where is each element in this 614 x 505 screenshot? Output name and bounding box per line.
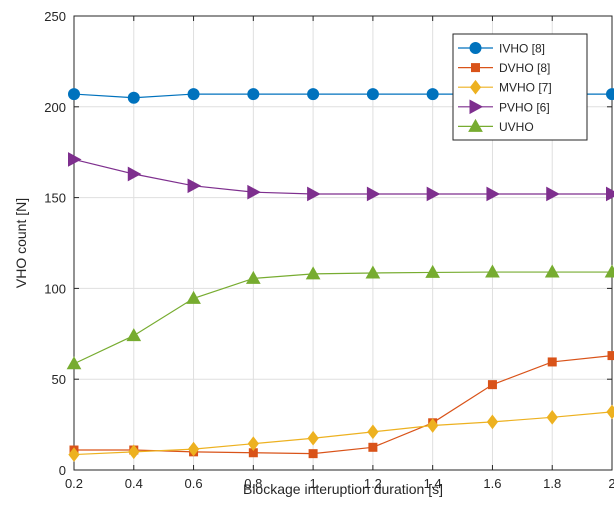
data-point (608, 352, 614, 360)
legend-entry: PVHO [6] (458, 100, 550, 114)
legend-marker (472, 64, 480, 72)
data-point (427, 89, 438, 100)
data-point (607, 89, 614, 100)
data-point (367, 89, 378, 100)
legend-label: DVHO [8] (499, 61, 550, 75)
y-tick-label: 100 (44, 281, 66, 296)
y-tick-label: 0 (59, 463, 66, 478)
data-point (369, 443, 377, 451)
x-tick-label: 1.8 (543, 476, 561, 491)
y-tick-label: 50 (52, 372, 66, 387)
data-point (308, 89, 319, 100)
data-point (548, 358, 556, 366)
data-point (309, 450, 317, 458)
x-tick-label: 2 (608, 476, 614, 491)
y-tick-label: 150 (44, 191, 66, 206)
y-axis-label: VHO count [N] (13, 198, 29, 288)
data-point (69, 89, 80, 100)
x-tick-label: 0.4 (125, 476, 143, 491)
data-point (188, 89, 199, 100)
y-tick-label: 250 (44, 9, 66, 24)
legend-label: PVHO [6] (499, 100, 550, 114)
y-tick-label: 200 (44, 100, 66, 115)
x-tick-label: 0.6 (185, 476, 203, 491)
x-tick-label: 1.6 (483, 476, 501, 491)
legend-label: IVHO [8] (499, 42, 545, 56)
data-point (248, 89, 259, 100)
legend: IVHO [8] DVHO [8] MVHO [7] PVHO [6] UVHO (453, 34, 587, 140)
data-point (128, 92, 139, 103)
data-point (488, 381, 496, 389)
legend-label: MVHO [7] (499, 81, 552, 95)
x-axis-label: Blockage interuption duration [s] (243, 481, 443, 497)
x-tick-label: 0.2 (65, 476, 83, 491)
legend-label: UVHO (499, 120, 534, 134)
legend-marker (470, 43, 481, 54)
